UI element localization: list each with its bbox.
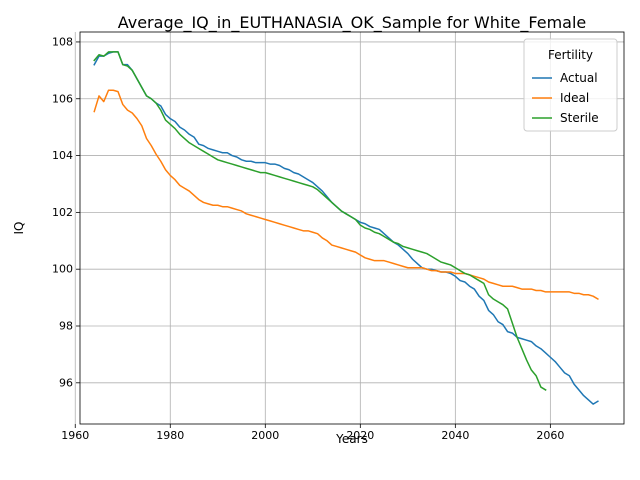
axes-frame <box>79 31 625 425</box>
x-axis-ticks: 1960 1980 2000 2020 2040 2060 <box>61 424 564 442</box>
x-tick-label: 2000 <box>251 429 279 442</box>
series-line-sterile <box>93 51 547 391</box>
x-tick-label: 2060 <box>536 429 564 442</box>
legend-box <box>523 38 618 132</box>
y-tick-label: 100 <box>52 263 73 276</box>
series-line-ideal <box>93 89 599 301</box>
legend-label-sterile: Sterile <box>560 111 599 125</box>
x-tick-label: 1980 <box>156 429 184 442</box>
y-tick-label: 104 <box>52 149 73 162</box>
x-tick-label: 2020 <box>346 429 374 442</box>
x-axis-label: Years <box>335 432 368 446</box>
y-tick-label: 108 <box>52 35 73 48</box>
legend-title: Fertility <box>548 48 593 62</box>
y-axis-label: IQ <box>12 222 26 235</box>
y-tick-label: 98 <box>59 320 73 333</box>
y-tick-label: 102 <box>52 206 73 219</box>
legend-items: Actual Ideal Sterile <box>532 71 599 125</box>
legend-label-ideal: Ideal <box>560 91 589 105</box>
x-tick-label: 2040 <box>441 429 469 442</box>
chart-title: Average_IQ_in_EUTHANASIA_OK_Sample for W… <box>118 13 587 33</box>
legend: Fertility Actual Ideal Sterile <box>523 38 618 132</box>
series-lines <box>93 51 599 405</box>
y-tick-label: 106 <box>52 92 73 105</box>
y-tick-label: 96 <box>59 376 73 389</box>
legend-label-actual: Actual <box>560 71 598 85</box>
y-axis-ticks: 96 98 100 102 104 106 108 <box>52 35 80 389</box>
x-tick-label: 1960 <box>61 429 89 442</box>
